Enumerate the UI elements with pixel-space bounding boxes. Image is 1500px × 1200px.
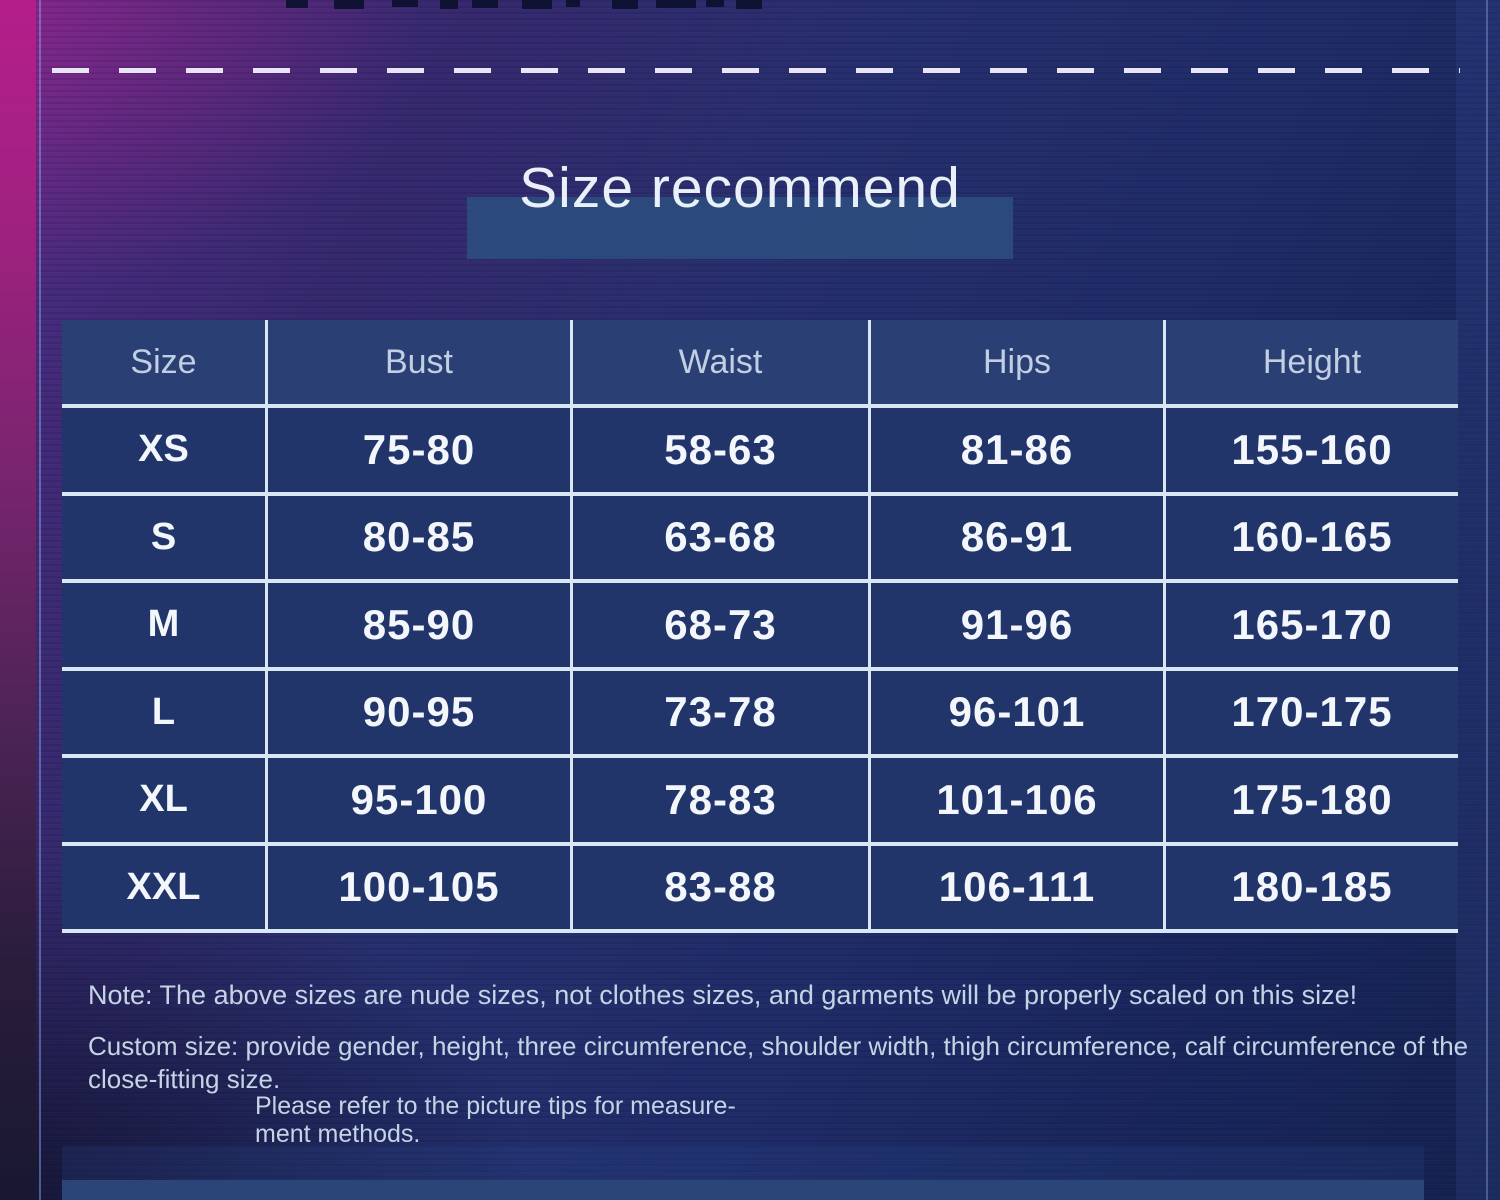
table-cell: 96-101	[868, 670, 1163, 758]
table-cell: 81-86	[868, 408, 1163, 496]
table-cell: 165-170	[1163, 583, 1458, 671]
table-cell: 175-180	[1163, 758, 1458, 846]
table-cell: 106-111	[868, 845, 1163, 933]
note-custom-size-line2: close-fitting size.	[88, 1064, 281, 1094]
note-custom-size-line1: Custom size: provide gender, height, thr…	[88, 1031, 1469, 1061]
left-magenta-strip	[0, 0, 36, 1200]
lower-subtle-band	[62, 1146, 1424, 1180]
table-cell: 95-100	[265, 758, 570, 846]
column-header-size: Size	[62, 320, 265, 408]
page-title: Size recommend	[519, 156, 961, 220]
title-highlight-band	[467, 197, 1013, 259]
table-cell: 180-185	[1163, 845, 1458, 933]
table-cell: 80-85	[265, 495, 570, 583]
table-cell: 101-106	[868, 758, 1163, 846]
table-cell: XL	[62, 758, 265, 846]
top-dashed-divider	[52, 68, 1460, 73]
table-cell: 63-68	[570, 495, 868, 583]
table-cell: 73-78	[570, 670, 868, 758]
column-header-height: Height	[1163, 320, 1458, 408]
table-cell: M	[62, 583, 265, 671]
right-vertical-line	[1486, 0, 1488, 1200]
column-header-hips: Hips	[868, 320, 1163, 408]
table-cell: 170-175	[1163, 670, 1458, 758]
cutoff-glyph-fragments	[0, 0, 1500, 12]
table-cell: 68-73	[570, 583, 868, 671]
table-cell: 75-80	[265, 408, 570, 496]
table-cell: 100-105	[265, 845, 570, 933]
note-measurement-line2: ment methods.	[255, 1120, 421, 1148]
next-section-band	[62, 1180, 1424, 1200]
table-cell: 160-165	[1163, 495, 1458, 583]
table-cell: 86-91	[868, 495, 1163, 583]
table-cell: 78-83	[570, 758, 868, 846]
column-header-waist: Waist	[570, 320, 868, 408]
note-custom-size: Custom size: provide gender, height, thr…	[88, 1030, 1468, 1096]
left-vertical-line	[39, 0, 41, 1200]
table-cell: 91-96	[868, 583, 1163, 671]
note-nude-sizes: Note: The above sizes are nude sizes, no…	[88, 980, 1358, 1010]
column-header-bust: Bust	[265, 320, 570, 408]
table-cell: 58-63	[570, 408, 868, 496]
table-cell: S	[62, 495, 265, 583]
table-cell: XXL	[62, 845, 265, 933]
table-cell: XS	[62, 408, 265, 496]
note-measurement-line1: Please refer to the picture tips for mea…	[255, 1092, 736, 1120]
table-cell: 85-90	[265, 583, 570, 671]
table-cell: 83-88	[570, 845, 868, 933]
table-cell: 155-160	[1163, 408, 1458, 496]
right-edge-band	[1456, 0, 1500, 1200]
size-table: Size Bust Waist Hips Height XS 75-80 58-…	[62, 320, 1458, 933]
table-cell: L	[62, 670, 265, 758]
note-measurement: Please refer to the picture tips for mea…	[255, 1092, 736, 1148]
table-cell: 90-95	[265, 670, 570, 758]
